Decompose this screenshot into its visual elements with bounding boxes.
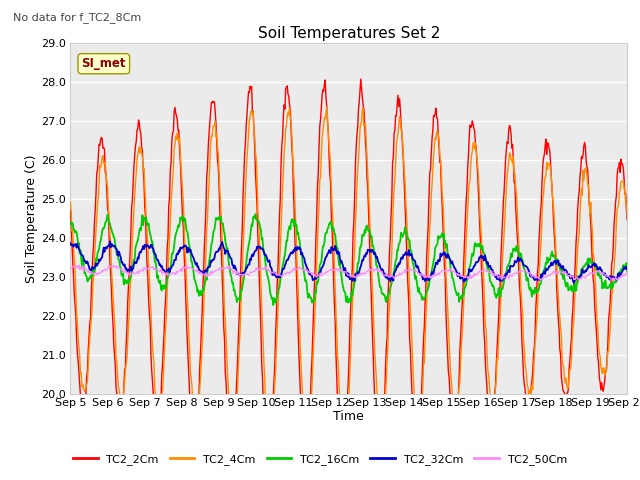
Text: SI_met: SI_met bbox=[81, 57, 126, 70]
X-axis label: Time: Time bbox=[333, 410, 364, 423]
Legend: TC2_2Cm, TC2_4Cm, TC2_16Cm, TC2_32Cm, TC2_50Cm: TC2_2Cm, TC2_4Cm, TC2_16Cm, TC2_32Cm, TC… bbox=[68, 450, 572, 469]
Y-axis label: Soil Temperature (C): Soil Temperature (C) bbox=[25, 154, 38, 283]
Text: No data for f_TC2_8Cm: No data for f_TC2_8Cm bbox=[13, 12, 141, 23]
Title: Soil Temperatures Set 2: Soil Temperatures Set 2 bbox=[258, 25, 440, 41]
